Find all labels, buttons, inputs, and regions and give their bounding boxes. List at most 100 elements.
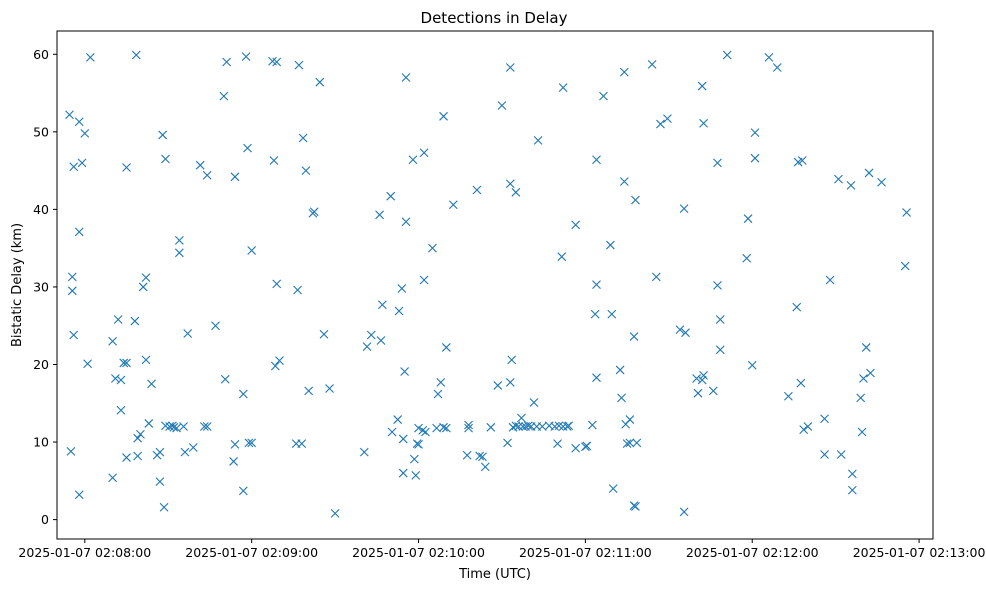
data-point bbox=[537, 422, 547, 431]
data-point bbox=[119, 358, 129, 368]
data-point bbox=[511, 421, 521, 431]
data-point bbox=[272, 57, 282, 67]
data-point bbox=[419, 275, 429, 285]
data-point bbox=[74, 490, 84, 500]
data-point bbox=[272, 279, 282, 289]
data-point bbox=[67, 286, 77, 296]
data-point bbox=[130, 316, 140, 326]
data-point bbox=[398, 468, 408, 478]
data-point bbox=[582, 441, 592, 451]
data-point bbox=[439, 422, 448, 432]
data-point bbox=[441, 423, 451, 433]
data-point bbox=[631, 195, 640, 205]
data-point bbox=[857, 427, 867, 437]
data-point bbox=[77, 158, 87, 168]
data-point bbox=[230, 439, 240, 449]
data-point bbox=[366, 330, 376, 340]
data-point bbox=[622, 439, 632, 448]
data-point bbox=[820, 414, 829, 424]
data-point bbox=[211, 321, 220, 331]
data-point bbox=[411, 471, 421, 480]
data-point bbox=[85, 52, 95, 62]
data-point bbox=[241, 52, 251, 61]
data-point bbox=[179, 422, 188, 431]
data-point bbox=[772, 63, 782, 72]
data-point bbox=[400, 367, 410, 376]
data-point bbox=[133, 451, 143, 461]
y-tick-label: 50 bbox=[33, 124, 49, 139]
x-tick-label: 2025-01-07 02:11:00 bbox=[519, 545, 652, 560]
data-point bbox=[590, 309, 600, 319]
data-point bbox=[195, 160, 205, 170]
data-point bbox=[387, 427, 397, 437]
data-point bbox=[297, 439, 307, 448]
data-point bbox=[713, 280, 722, 290]
data-point bbox=[83, 359, 92, 369]
data-point bbox=[330, 509, 340, 518]
data-point bbox=[505, 63, 515, 72]
data-point bbox=[180, 447, 190, 457]
data-point bbox=[122, 453, 131, 462]
data-point bbox=[625, 415, 635, 424]
data-point bbox=[592, 280, 601, 290]
data-point bbox=[693, 388, 703, 398]
data-point bbox=[408, 155, 418, 165]
data-point bbox=[247, 438, 257, 448]
plot-area bbox=[56, 30, 934, 540]
data-point bbox=[401, 217, 411, 227]
data-point bbox=[713, 158, 722, 168]
data-point bbox=[632, 438, 642, 448]
data-point bbox=[464, 420, 473, 430]
data-point bbox=[486, 422, 496, 432]
data-point bbox=[122, 358, 131, 368]
data-point bbox=[507, 355, 517, 365]
data-point bbox=[619, 177, 629, 186]
data-point bbox=[557, 252, 567, 262]
data-point bbox=[111, 374, 120, 383]
data-point bbox=[529, 398, 539, 407]
data-point bbox=[699, 118, 708, 128]
data-point bbox=[108, 473, 118, 483]
data-point bbox=[617, 393, 626, 403]
data-point bbox=[421, 427, 430, 437]
data-point bbox=[462, 450, 472, 460]
data-point bbox=[141, 355, 151, 365]
data-point bbox=[270, 361, 280, 371]
data-point bbox=[136, 429, 145, 439]
data-point bbox=[606, 240, 615, 250]
data-point bbox=[464, 423, 473, 433]
data-point bbox=[74, 117, 84, 127]
data-point bbox=[864, 168, 874, 178]
data-point bbox=[113, 315, 123, 324]
data-point bbox=[432, 423, 441, 433]
data-point bbox=[220, 374, 230, 384]
data-point bbox=[750, 128, 760, 137]
data-point bbox=[428, 243, 437, 253]
data-point bbox=[244, 438, 254, 448]
data-point bbox=[131, 50, 141, 60]
data-point bbox=[172, 423, 181, 433]
data-point bbox=[784, 391, 793, 401]
data-point bbox=[362, 342, 372, 352]
data-point bbox=[608, 484, 618, 493]
data-point bbox=[394, 306, 404, 316]
data-point bbox=[375, 210, 384, 220]
data-point bbox=[439, 111, 448, 121]
data-point bbox=[679, 507, 689, 517]
data-point bbox=[503, 438, 512, 448]
data-point bbox=[699, 370, 708, 380]
y-tick-label: 0 bbox=[41, 512, 49, 527]
y-tick-label: 10 bbox=[33, 435, 49, 450]
y-tick-label: 60 bbox=[33, 47, 49, 62]
data-point bbox=[401, 73, 411, 82]
data-point bbox=[505, 179, 515, 189]
data-point bbox=[229, 457, 238, 466]
data-point bbox=[571, 220, 581, 230]
data-point bbox=[750, 153, 760, 163]
data-point bbox=[159, 502, 169, 512]
data-point bbox=[792, 302, 802, 312]
data-point bbox=[174, 236, 184, 245]
data-point bbox=[183, 329, 193, 338]
x-tick-label: 2025-01-07 02:09:00 bbox=[185, 545, 318, 560]
data-point bbox=[592, 373, 601, 383]
